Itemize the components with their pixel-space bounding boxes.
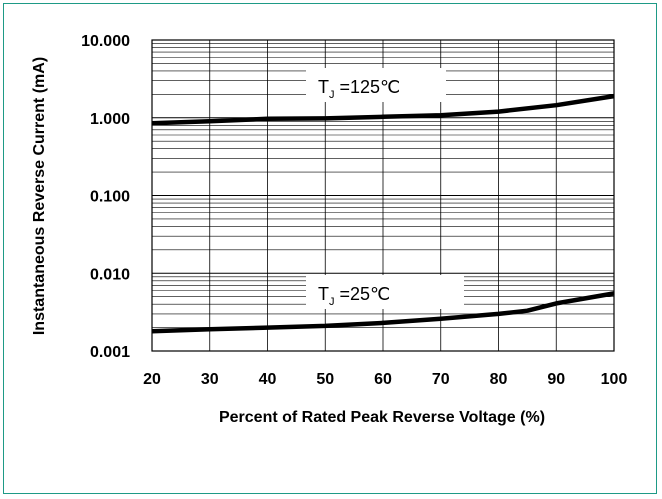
annotations: TJ =125℃ TJ =25℃ — [306, 68, 464, 309]
x-tick-label: 70 — [432, 371, 450, 388]
x-tick-label: 60 — [374, 371, 392, 388]
series-line-1 — [151, 93, 615, 126]
y-tick-label: 0.001 — [90, 344, 130, 361]
annotation-box — [306, 275, 464, 309]
y-tick-label: 0.100 — [90, 189, 130, 206]
y-tick-label: 1.000 — [90, 111, 130, 128]
x-axis-ticks: 20 30 40 50 60 70 80 90 100 — [143, 371, 627, 388]
y-tick-label: 10.000 — [81, 33, 130, 50]
x-tick-label: 50 — [316, 371, 334, 388]
x-axis-label: Percent of Rated Peak Reverse Voltage (%… — [219, 409, 545, 426]
x-tick-label: 20 — [143, 371, 161, 388]
series-annotation: TJ =25℃ — [318, 284, 390, 308]
annotation-box — [306, 68, 446, 102]
x-tick-label: 100 — [601, 371, 628, 388]
series-group — [151, 93, 615, 334]
x-tick-label: 40 — [259, 371, 277, 388]
y-axis-label: Instantaneous Reverse Current (mA) — [31, 57, 48, 335]
plot-area — [151, 39, 615, 352]
series-line-2 — [151, 291, 615, 334]
x-tick-label: 90 — [547, 371, 565, 388]
series-annotation: TJ =125℃ — [318, 77, 400, 101]
y-tick-label: 0.010 — [90, 266, 130, 283]
x-tick-label: 30 — [201, 371, 219, 388]
y-axis-ticks: 0.001 0.010 0.100 1.000 10.000 — [81, 33, 130, 361]
x-tick-label: 80 — [490, 371, 508, 388]
